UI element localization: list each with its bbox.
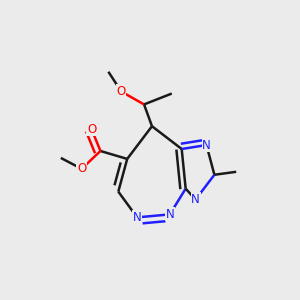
Text: N: N	[191, 193, 200, 206]
Text: N: N	[133, 211, 142, 224]
Text: O: O	[87, 123, 96, 136]
Text: N: N	[202, 139, 211, 152]
Text: O: O	[117, 85, 126, 98]
Text: N: N	[165, 208, 174, 221]
Text: O: O	[77, 162, 86, 175]
